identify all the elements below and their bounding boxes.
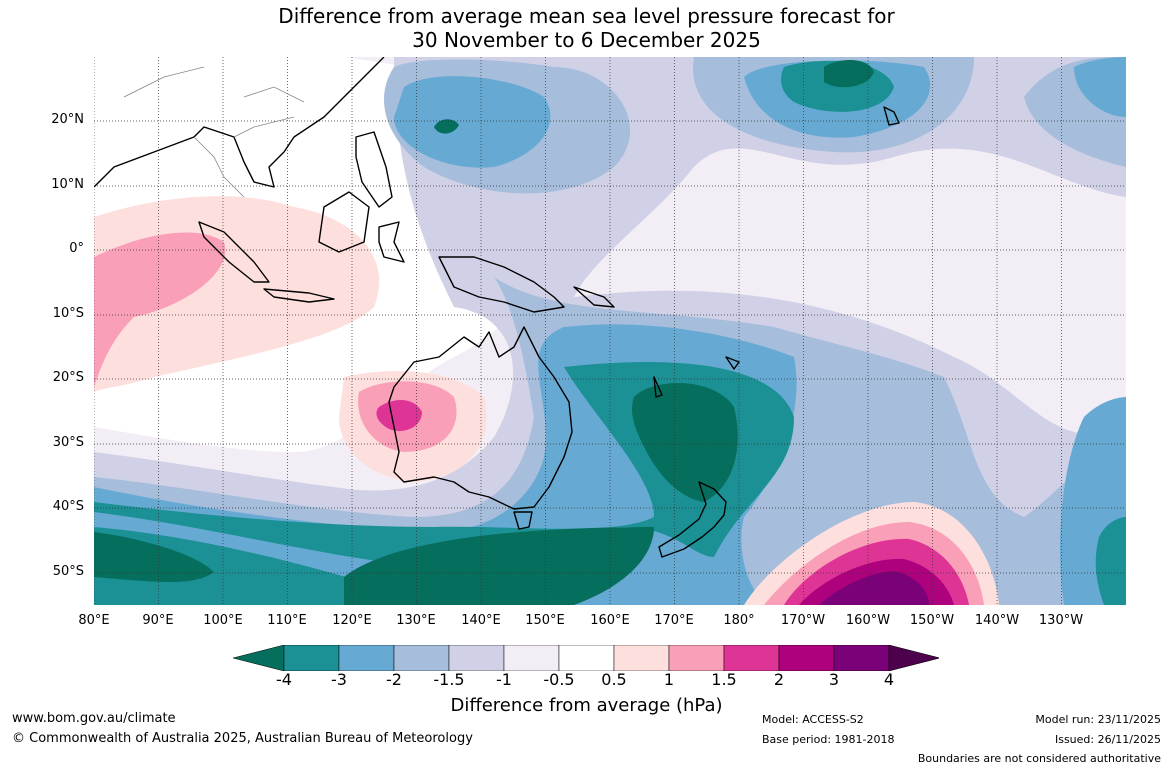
lon-label-130w: 130°W xyxy=(1038,613,1084,628)
colorbar-tick-label: -1 xyxy=(496,670,512,689)
australia-coast xyxy=(388,326,573,510)
sulawesi-coast xyxy=(378,221,405,263)
lon-label-180: 180° xyxy=(723,613,755,628)
model-text: Model: ACCESS-S2 xyxy=(762,713,864,726)
title-line-2: 30 November to 6 December 2025 xyxy=(412,28,761,52)
lat-label-10s: 10°S xyxy=(52,306,84,321)
colorbar-tick-label: -1.5 xyxy=(433,670,465,689)
colorbar-swatch xyxy=(833,645,890,671)
lon-label-120e: 120°E xyxy=(332,613,372,628)
lon-label-80e: 80°E xyxy=(78,613,110,628)
graticule xyxy=(94,57,1126,605)
lat-label-40s: 40°S xyxy=(52,499,84,514)
colorbar-swatch xyxy=(233,645,285,671)
lon-label-170e: 170°E xyxy=(654,613,694,628)
lon-label-140w: 140°W xyxy=(974,613,1020,628)
country-borders xyxy=(123,66,305,198)
colorbar-swatch xyxy=(778,645,835,671)
lat-label-30s: 30°S xyxy=(52,435,84,450)
pressure-anomaly-map xyxy=(94,57,1126,605)
base-period-text: Base period: 1981-2018 xyxy=(762,733,895,746)
sumatra-coast xyxy=(198,221,270,283)
colorbar-swatch xyxy=(668,645,725,671)
colorbar-tick-label: 4 xyxy=(883,670,895,689)
colorbar-swatch xyxy=(448,645,505,671)
colorbar-tick-label: -4 xyxy=(276,670,292,689)
colorbar-title: Difference from average (hPa) xyxy=(450,695,723,716)
lon-label-90e: 90°E xyxy=(142,613,174,628)
lat-label-10n: 10°N xyxy=(51,177,84,192)
colorbar-swatch xyxy=(558,645,615,671)
new-guinea-coast xyxy=(438,256,565,313)
colorbar xyxy=(233,645,939,671)
lat-label-50s: 50°S xyxy=(52,564,84,579)
colorbar-tick-label: 0.5 xyxy=(601,670,627,689)
colorbar-swatch xyxy=(503,645,560,671)
issued-text: Issued: 26/11/2025 xyxy=(1054,733,1161,746)
lon-label-140e: 140°E xyxy=(461,613,501,628)
lon-label-160w: 160°W xyxy=(845,613,891,628)
colorbar-swatch xyxy=(283,645,340,671)
colorbar-tick-label: 2 xyxy=(773,670,785,689)
lat-label-20n: 20°N xyxy=(51,112,84,127)
colorbar-tick-label: 1 xyxy=(663,670,675,689)
colorbar-tick-label: -3 xyxy=(331,670,347,689)
colorbar-tick-label: -2 xyxy=(386,670,402,689)
borneo-coast xyxy=(318,191,370,253)
lon-label-160e: 160°E xyxy=(590,613,630,628)
colorbar-tick-label: 1.5 xyxy=(711,670,737,689)
lat-label-0: 0° xyxy=(69,241,84,256)
website-link[interactable]: www.bom.gov.au/climate xyxy=(12,711,176,726)
anomaly-band-minus4 xyxy=(632,383,738,502)
lon-label-100e: 100°E xyxy=(203,613,243,628)
colorbar-swatch xyxy=(613,645,670,671)
chart-title: Difference from average mean sea level p… xyxy=(0,4,1173,52)
colorbar-swatch xyxy=(393,645,450,671)
colorbar-swatch xyxy=(888,645,939,671)
coastlines xyxy=(94,57,900,558)
lon-label-150e: 150°E xyxy=(525,613,565,628)
title-line-1: Difference from average mean sea level p… xyxy=(278,4,895,28)
new-zealand-coast xyxy=(658,481,727,558)
lon-label-110e: 110°E xyxy=(267,613,307,628)
tasmania-coast xyxy=(513,511,533,530)
philippines-coast xyxy=(355,131,393,208)
copyright-text: © Commonwealth of Australia 2025, Austra… xyxy=(12,731,473,746)
lat-label-20s: 20°S xyxy=(52,370,84,385)
colorbar-tick-label: -0.5 xyxy=(543,670,575,689)
colorbar-swatch xyxy=(338,645,395,671)
asia-coast xyxy=(94,57,385,188)
anomaly-band-minus3 xyxy=(94,362,794,567)
lon-label-170w: 170°W xyxy=(780,613,826,628)
model-run-text: Model run: 23/11/2025 xyxy=(1035,713,1161,726)
lon-label-130e: 130°E xyxy=(396,613,436,628)
java-coast xyxy=(263,288,335,303)
colorbar-tick-label: 3 xyxy=(828,670,840,689)
lon-label-150w: 150°W xyxy=(909,613,955,628)
disclaimer-text: Boundaries are not considered authoritat… xyxy=(917,752,1161,765)
colorbar-swatch xyxy=(723,645,780,671)
